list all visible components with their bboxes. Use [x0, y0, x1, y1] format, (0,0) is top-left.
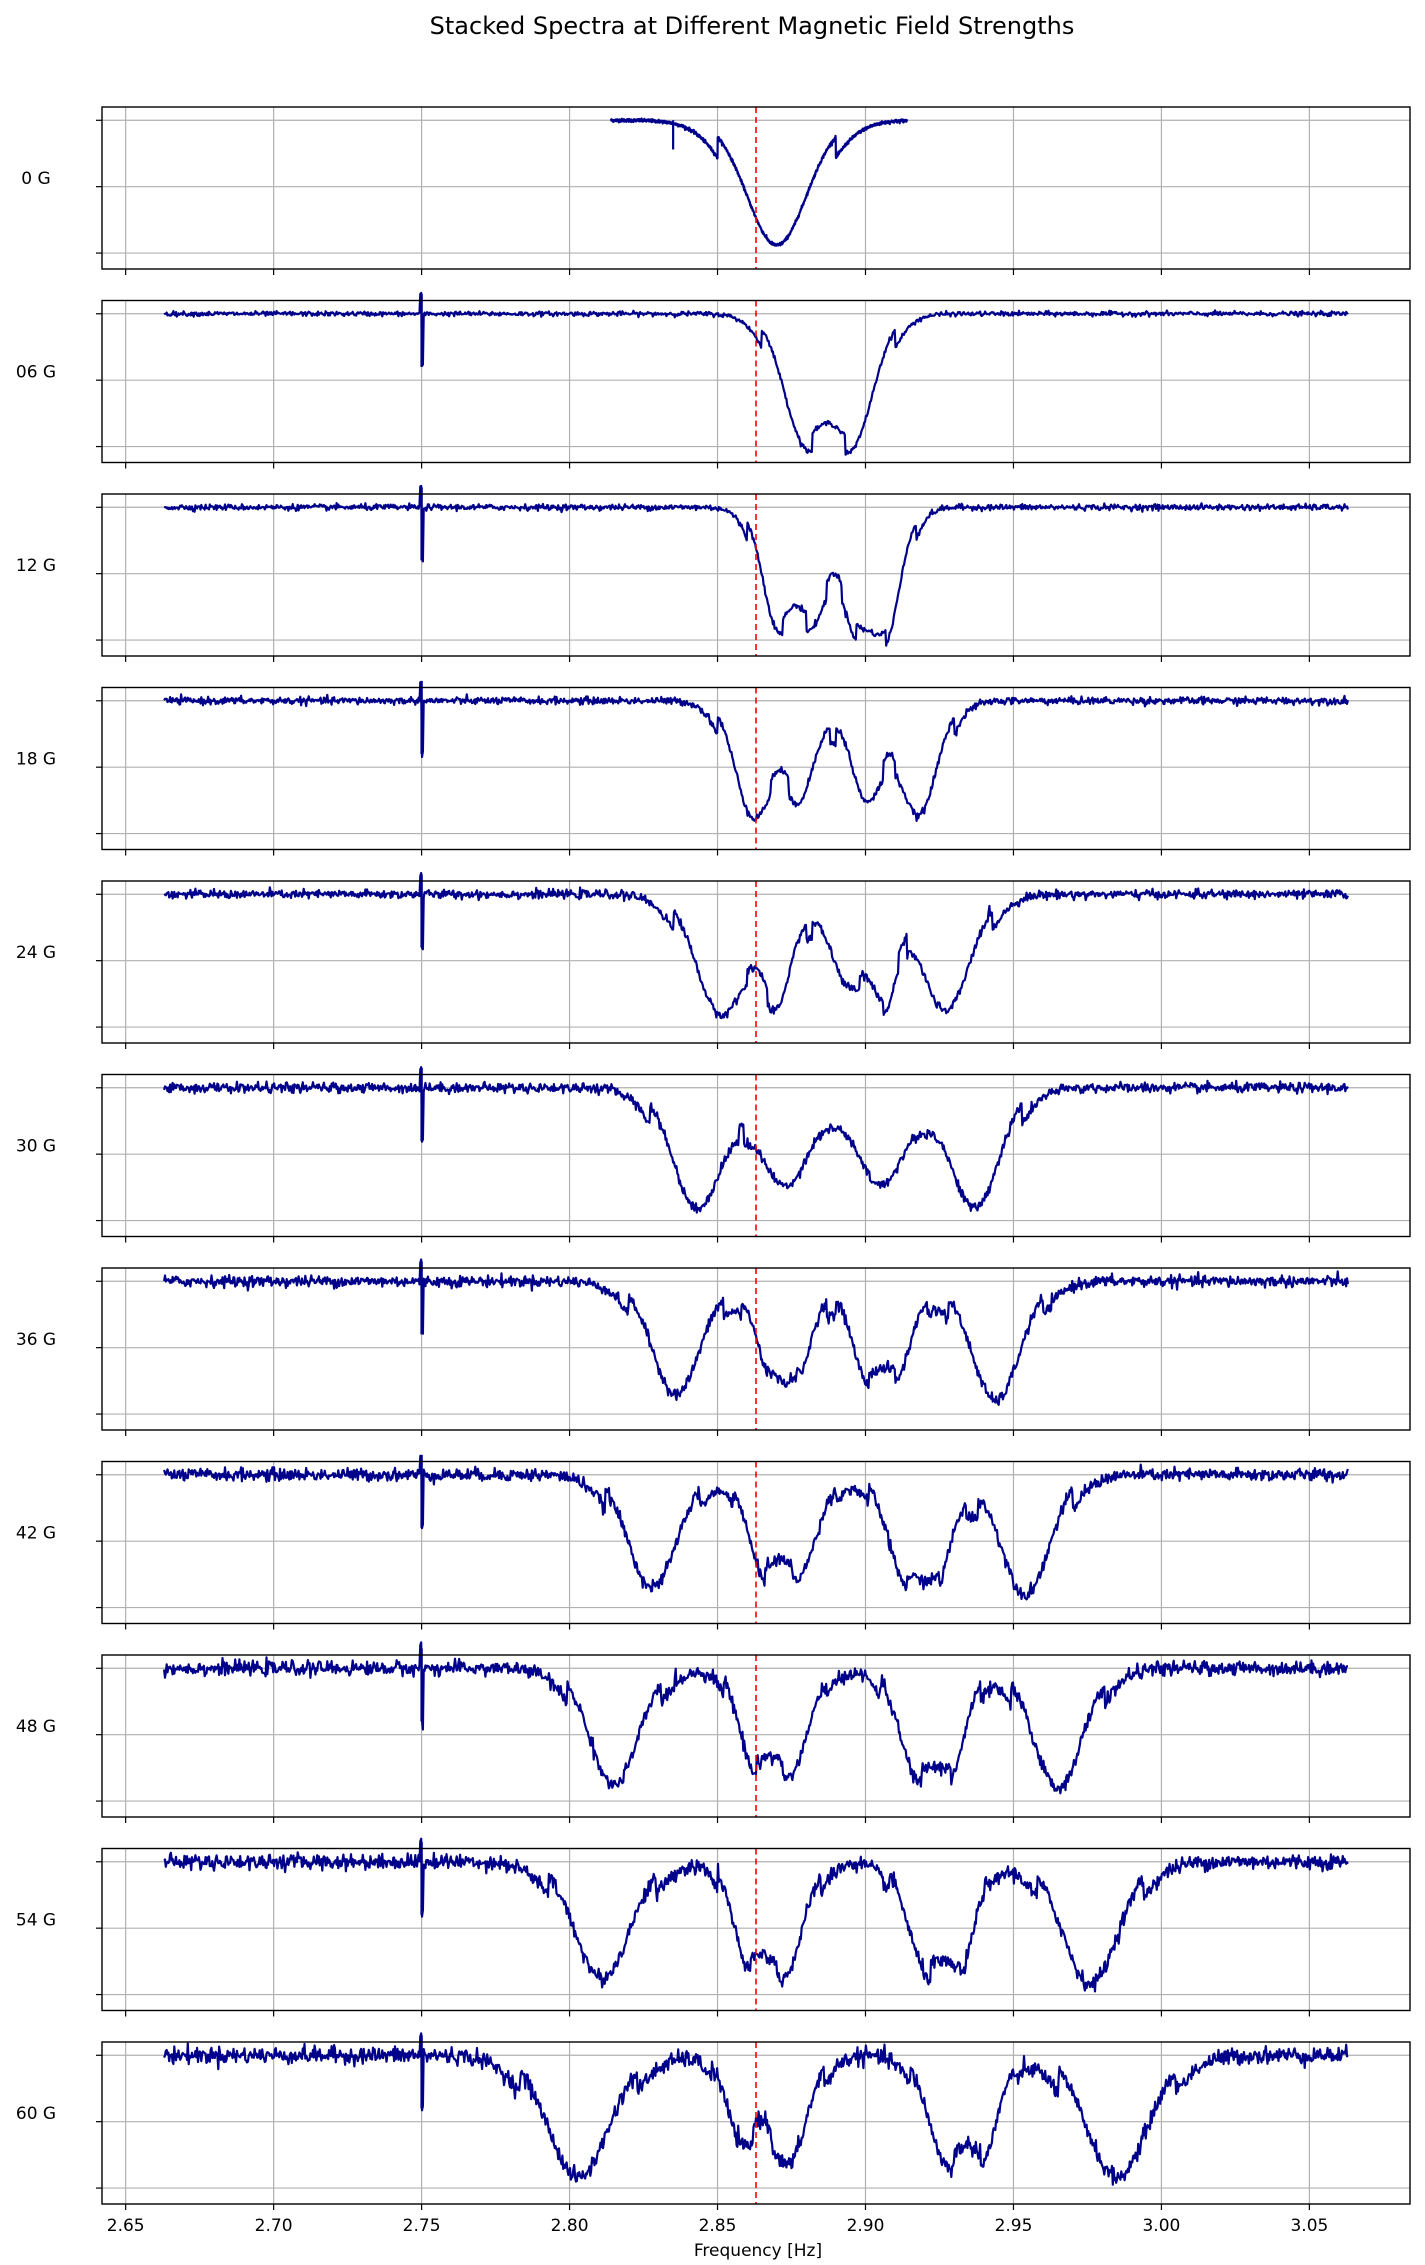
panel-label: 0 G	[21, 169, 50, 189]
panel-label: 36 G	[16, 1330, 56, 1350]
panel-label: 18 G	[16, 750, 56, 770]
panel-frame	[101, 493, 1411, 657]
x-tick-label: 2.95	[995, 2216, 1033, 2236]
x-axis: 2.65 2.70 2.75 2.80 2.85 2.90 2.95 3.00 3.05	[107, 2216, 1329, 2236]
x-tick-label: 2.70	[255, 2216, 293, 2236]
panel-frame	[101, 686, 1411, 851]
spectrum-line	[609, 117, 908, 247]
panel-frame	[101, 299, 1411, 464]
spectrum-panel: 24 G	[16, 871, 1411, 1049]
panel-label: 24 G	[16, 943, 56, 963]
panel-frame	[101, 2041, 1411, 2205]
x-tick-label: 2.90	[847, 2216, 885, 2236]
spectrum-line	[163, 871, 1349, 1020]
spectrum-panel: 48 G	[16, 1641, 1411, 1823]
x-tick-label: 3.05	[1290, 2216, 1328, 2236]
spectrum-panel: 36 G	[16, 1258, 1411, 1436]
panel-label: 42 G	[16, 1524, 56, 1544]
panel-frame	[101, 1460, 1411, 1625]
panel-label: 54 G	[16, 1911, 56, 1931]
x-tick-label: 2.75	[403, 2216, 441, 2236]
spectrum-panel: 60 G	[16, 2032, 1411, 2210]
panel-frame	[101, 880, 1411, 1044]
spectrum-line	[163, 1641, 1349, 1795]
x-axis-label: Frequency [Hz]	[694, 2241, 822, 2261]
panel-label: 12 G	[16, 556, 56, 576]
panel-label: 06 G	[16, 363, 56, 383]
x-tick-label: 3.00	[1142, 2216, 1180, 2236]
panel-frame	[101, 1267, 1411, 1431]
spectrum-panel: 30 G	[16, 1065, 1411, 1243]
spectrum-panel: 42 G	[16, 1454, 1411, 1630]
panel-label: 48 G	[16, 1717, 56, 1737]
spectrum-panel: 54 G	[16, 1837, 1411, 2017]
panel-label: 60 G	[16, 2104, 56, 2124]
x-tick-label: 2.80	[551, 2216, 589, 2236]
spectrum-panel: 12 G	[16, 484, 1411, 662]
panel-frame	[101, 1654, 1411, 1818]
panels-group: 0 G 06 G 12 G 18 G 24 G 30 G 36 G 42 G 48 G 54 G 6…	[16, 106, 1411, 2210]
x-tick-label: 2.85	[699, 2216, 737, 2236]
panel-label: 30 G	[16, 1137, 56, 1157]
panel-frame	[101, 1073, 1411, 1238]
spectrum-panel: 0 G	[21, 106, 1411, 275]
spectrum-panel: 06 G	[16, 291, 1411, 469]
panel-frame	[101, 1847, 1411, 2012]
spectrum-line	[163, 1258, 1349, 1406]
panel-frame	[101, 106, 1411, 270]
chart-title: Stacked Spectra at Different Magnetic Fi…	[430, 12, 1075, 40]
spectrum-panel: 18 G	[16, 680, 1411, 856]
x-tick-label: 2.65	[107, 2216, 145, 2236]
